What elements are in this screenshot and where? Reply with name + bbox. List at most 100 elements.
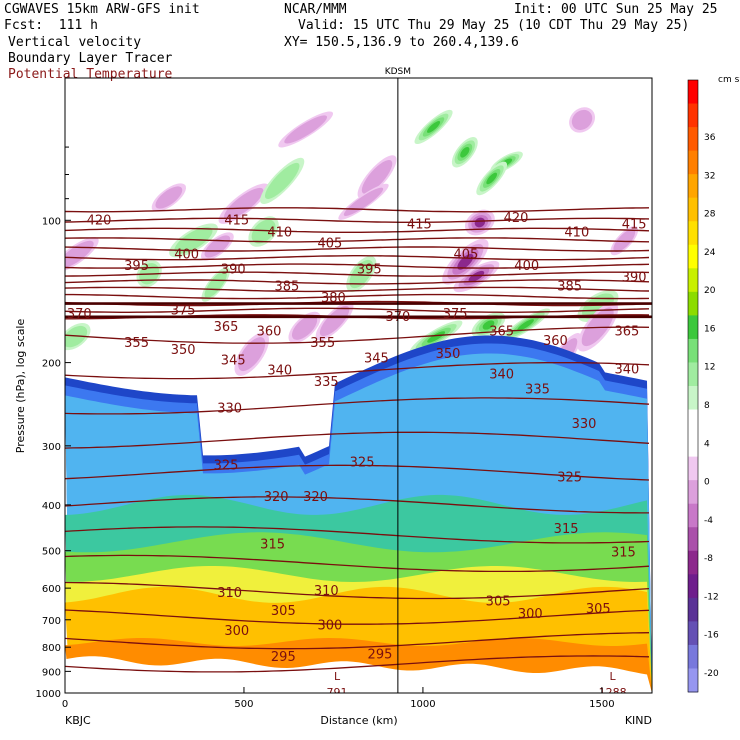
theta-line xyxy=(65,279,650,285)
theta-label: 395 xyxy=(124,259,149,274)
colorbar-label: 4 xyxy=(704,439,710,449)
theta-line xyxy=(65,464,650,481)
colorbar-label: -12 xyxy=(704,592,719,602)
colorbar-swatch xyxy=(688,527,698,552)
colorbar-swatch xyxy=(688,433,698,458)
colorbar-label: 20 xyxy=(704,286,716,296)
theta-line xyxy=(65,554,650,573)
theta-label: 345 xyxy=(364,351,389,366)
theta-line xyxy=(65,632,650,650)
axes: 0 500 1000 1500 100 200 300 400 500 600 700 800 900 1… xyxy=(36,146,615,710)
colorbar-swatch xyxy=(688,291,698,316)
colorbar: 36 32 28 24 20 16 12 8 4 0 -4 -8 -12 -16 -20 xyxy=(687,79,719,693)
colorbar-swatch xyxy=(688,244,698,269)
theta-label: 355 xyxy=(124,336,149,351)
theta-label: 390 xyxy=(622,270,647,285)
theta-label: 365 xyxy=(214,320,239,335)
wave-contour xyxy=(349,259,374,289)
theta-label: 305 xyxy=(586,602,611,617)
wave-cell xyxy=(451,137,478,168)
center-label: NCAR/MMM xyxy=(284,2,347,17)
wave-cell xyxy=(201,267,231,302)
theta-label: 360 xyxy=(543,334,568,349)
theta-line xyxy=(65,293,650,300)
theta-label: 400 xyxy=(514,259,539,274)
wave-contour xyxy=(486,172,498,185)
theta-label: 305 xyxy=(486,594,511,609)
y-tick-label: 100 xyxy=(42,216,61,227)
theta-label: 310 xyxy=(314,584,339,599)
theta-label: 415 xyxy=(622,217,647,232)
theta-label: 420 xyxy=(87,213,112,228)
wave-cell xyxy=(569,107,596,133)
wave-contour xyxy=(613,229,636,253)
theta-line xyxy=(65,237,650,243)
colorbar-swatch xyxy=(688,150,698,175)
colorbar-swatch xyxy=(688,503,698,528)
colorbar-swatch xyxy=(688,456,698,481)
colorbar-swatch xyxy=(688,409,698,434)
theta-line xyxy=(65,655,650,673)
wave-contour xyxy=(482,320,495,330)
colorbar-label: -8 xyxy=(704,554,713,564)
colorbar-swatch xyxy=(688,362,698,387)
theta-line xyxy=(65,307,650,313)
field-boundary-layer-tracer: Boundary Layer Tracer xyxy=(8,51,173,66)
theta-line xyxy=(65,326,650,344)
theta-label: 340 xyxy=(267,364,292,379)
theta-label: 320 xyxy=(303,490,328,505)
theta-label: 335 xyxy=(525,382,550,397)
theta-label: 325 xyxy=(214,458,239,473)
theta-line xyxy=(65,263,650,269)
colorbar-label: -4 xyxy=(704,516,713,526)
theta-line xyxy=(65,397,650,415)
colorbar-label: 16 xyxy=(704,324,716,334)
y-tick-label: 200 xyxy=(42,359,61,370)
theta-line xyxy=(65,246,650,252)
field-vertical-velocity: Vertical velocity xyxy=(8,35,142,50)
wave-contour xyxy=(291,315,318,340)
theta-label: 365 xyxy=(489,325,514,340)
theta-line xyxy=(65,431,650,449)
theta-label: 385 xyxy=(557,279,582,294)
theta-label: 315 xyxy=(554,522,579,537)
wave-cell xyxy=(315,301,354,341)
theta-label: 375 xyxy=(443,307,468,322)
colorbar-swatch xyxy=(688,574,698,599)
theta-label: 420 xyxy=(504,211,529,226)
colorbar-swatch xyxy=(688,268,698,293)
theta-label: 325 xyxy=(557,470,582,485)
theta-label: 380 xyxy=(321,291,346,306)
wave-cell xyxy=(151,183,187,212)
x-tick-label: 0 xyxy=(62,699,68,710)
wave-contour xyxy=(427,331,446,343)
theta-label: 385 xyxy=(275,279,300,294)
terrain-label: 791 xyxy=(327,686,348,699)
theta-label: 315 xyxy=(611,546,636,561)
colorbar-label: -16 xyxy=(704,631,719,641)
theta-label: 400 xyxy=(174,247,199,262)
theta-line xyxy=(65,255,650,261)
theta-label: 410 xyxy=(267,225,292,240)
x-axis-title: Distance (km) xyxy=(320,714,397,727)
theta-label: 315 xyxy=(260,537,285,552)
y-tick-label: 1000 xyxy=(36,689,61,700)
wave-contour xyxy=(427,121,441,133)
station-marker-label: KDSM xyxy=(385,67,411,77)
wave-contour xyxy=(517,319,534,331)
x-tick-label: 1000 xyxy=(410,699,435,710)
shaded-fields xyxy=(65,107,652,693)
colorbar-swatch xyxy=(688,668,698,693)
theta-label: 375 xyxy=(171,303,196,318)
theta-label: 410 xyxy=(564,225,589,240)
colorbar-swatch xyxy=(688,621,698,646)
wave-contour xyxy=(264,162,300,199)
colorbar-swatch xyxy=(688,480,698,505)
theta-label: 390 xyxy=(221,262,246,277)
plot-frame xyxy=(64,77,653,694)
theta-label: 415 xyxy=(224,213,249,228)
colorbar-swatch xyxy=(688,127,698,152)
wave-cell xyxy=(357,155,397,199)
theta-label: 340 xyxy=(489,368,514,383)
